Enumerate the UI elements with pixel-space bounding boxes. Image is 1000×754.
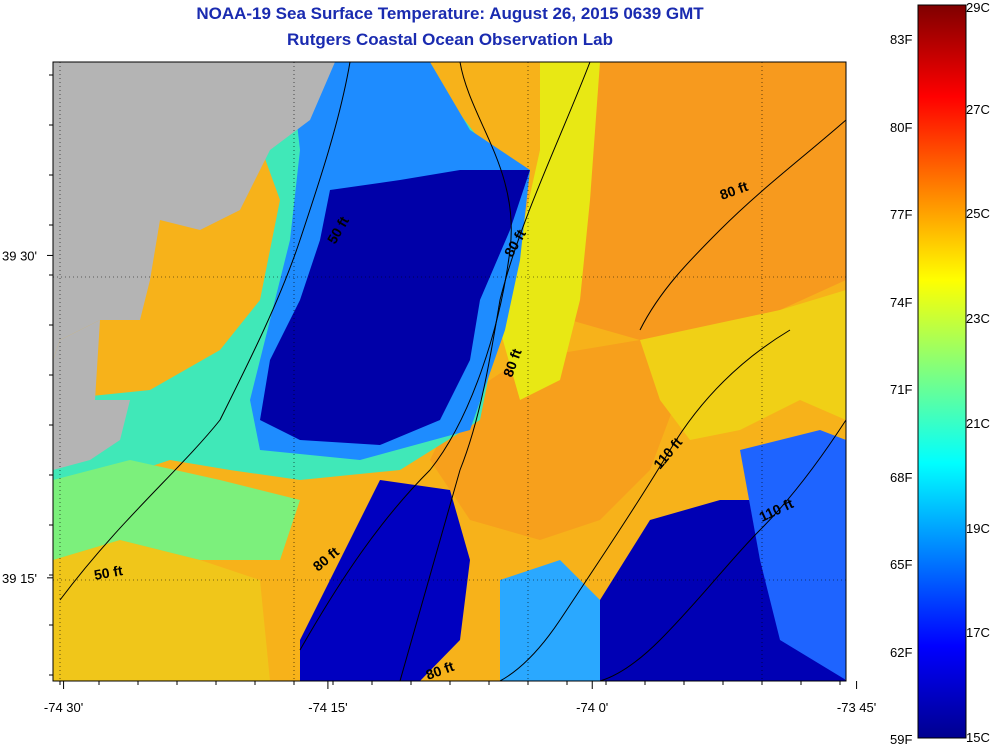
map-title: NOAA-19 Sea Surface Temperature: August … <box>196 4 704 23</box>
x-tick-label: -74 15' <box>308 700 347 715</box>
colorbar-celsius-label: 19C <box>966 520 990 536</box>
colorbar-celsius-label: 27C <box>966 101 990 117</box>
sst-warm-central <box>430 340 680 540</box>
colorbar-fahrenheit-label: 83F <box>890 32 913 47</box>
colorbar-celsius-label: 15C <box>966 730 990 745</box>
land-mass-south <box>53 320 130 470</box>
sst-cold-core <box>260 170 530 445</box>
colorbar-celsius-label: 21C <box>966 415 990 431</box>
bathymetry-contours <box>59 62 846 681</box>
x-tick-label: -74 0' <box>576 700 608 715</box>
sst-warm-southwest <box>53 540 270 681</box>
x-tick-label: -73 45' <box>837 700 876 715</box>
contour-label: 50 ft <box>93 562 124 583</box>
contour-50ft <box>59 62 351 601</box>
sst-yellow-east <box>640 290 846 440</box>
land-mass <box>53 62 335 360</box>
sst-field: 50 ft 50 ft 80 ft 80 ft 80 ft 80 ft 80 f… <box>53 62 846 681</box>
contour-110ft-west <box>499 329 791 681</box>
x-tick-label: -74 30' <box>44 700 83 715</box>
graticule <box>53 62 846 681</box>
contour-80ft-west <box>299 62 512 651</box>
colorbar-fahrenheit-label: 77F <box>890 207 913 222</box>
colorbar-celsius-label: 17C <box>966 625 990 641</box>
sst-yellow-band <box>500 62 600 400</box>
colorbar-fahrenheit-label: 62F <box>890 644 913 660</box>
sst-cold-south <box>300 480 470 681</box>
y-tick-label: 39 30' <box>2 248 37 263</box>
sst-blue-southeast <box>740 430 846 680</box>
contour-80ft-east <box>639 119 846 331</box>
sst-warm-east <box>560 62 846 340</box>
colorbar-celsius-label: 29C <box>966 0 990 15</box>
colorbar <box>917 4 967 739</box>
colorbar-fahrenheit-label: 65F <box>890 557 913 572</box>
contour-80ft-central <box>399 62 591 681</box>
colorbar-celsius-label: 25C <box>966 206 990 222</box>
colorbar-fahrenheit-label: 74F <box>890 294 913 310</box>
y-tick-label: 39 15' <box>2 571 37 586</box>
contour-110ft-east <box>599 419 846 681</box>
map-subtitle: Rutgers Coastal Ocean Observation Lab <box>287 30 613 49</box>
y-axis: 39 30' 39 15' <box>2 74 53 676</box>
colorbar-fahrenheit-label: 71F <box>890 382 913 397</box>
x-axis: -74 30' -74 15' -74 0' -73 45' <box>44 681 876 715</box>
colorbar-celsius-label: 23C <box>966 311 990 327</box>
sst-green-southwest <box>53 460 300 560</box>
colorbar-fahrenheit-label: 59F <box>890 732 913 747</box>
colorbar-fahrenheit-label: 68F <box>890 469 913 485</box>
sst-cyan-south <box>500 560 600 681</box>
colorbar-fahrenheit-label: 80F <box>890 119 913 135</box>
